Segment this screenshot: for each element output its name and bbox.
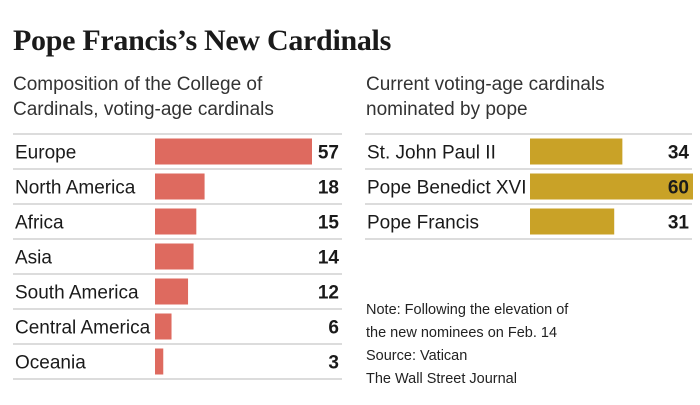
right-chart-value-label: 34	[668, 143, 690, 164]
left-chart-bar	[155, 243, 194, 270]
left-chart-bar	[155, 208, 197, 235]
left-chart-value-label: 57	[318, 143, 339, 164]
left-chart-bar	[155, 348, 164, 375]
note-line1: Note: Following the elevation of	[366, 302, 569, 318]
left-chart-bar	[155, 173, 205, 200]
left-chart-subtitle: Composition of the College of Cardinals,…	[13, 72, 343, 122]
left-chart-value-label: 15	[318, 213, 340, 234]
left-chart-category-label: Asia	[15, 248, 52, 269]
left-chart-value-label: 18	[318, 178, 339, 199]
right-chart-category-label: Pope Francis	[367, 213, 479, 234]
left-chart-bar	[155, 313, 172, 340]
left-chart-category-label: North America	[15, 178, 136, 199]
left-chart-value-label: 14	[318, 248, 340, 269]
notes-block: Note: Following the elevation of the new…	[366, 299, 568, 391]
right-chart-category-label: Pope Benedict XVI	[367, 178, 527, 199]
left-chart-value-label: 12	[318, 283, 339, 304]
right-bar-chart: St. John Paul II 34 Pope Benedict XVI 60 Pop…	[365, 133, 693, 240]
left-chart-category-label: Oceania	[15, 353, 86, 374]
right-chart-bar	[530, 173, 693, 200]
right-subtitle-line2: nominated by pope	[366, 99, 528, 120]
right-chart-bar	[530, 138, 623, 165]
left-subtitle-line2: Cardinals, voting-age cardinals	[13, 99, 274, 120]
left-chart-category-label: Europe	[15, 143, 76, 164]
source-text: Source: Vatican	[366, 348, 468, 364]
left-chart-category-label: Africa	[15, 213, 64, 234]
note-line2: the new nominees on Feb. 14	[366, 325, 558, 341]
left-chart-value-label: 6	[328, 318, 339, 339]
right-chart-value-label: 31	[668, 213, 690, 234]
left-chart-bar	[155, 138, 312, 165]
right-chart-category-label: St. John Paul II	[367, 143, 496, 164]
chart-title: Pope Francis’s New Cardinals	[13, 24, 391, 57]
left-chart-category-label: South America	[15, 283, 139, 304]
credit-text: The Wall Street Journal	[366, 371, 517, 387]
left-chart-bar	[155, 278, 189, 305]
right-chart-value-label: 60	[668, 178, 689, 199]
right-chart-subtitle: Current voting-age cardinals nominated b…	[366, 72, 686, 122]
right-subtitle-line1: Current voting-age cardinals	[366, 74, 605, 95]
left-bar-chart: Europe 57 North America 18 Africa 15 Asia 14 Sou…	[13, 133, 342, 380]
right-chart-bar	[530, 208, 615, 235]
left-chart-value-label: 3	[328, 353, 339, 374]
left-subtitle-line1: Composition of the College of	[13, 74, 263, 95]
left-chart-category-label: Central America	[15, 318, 151, 339]
